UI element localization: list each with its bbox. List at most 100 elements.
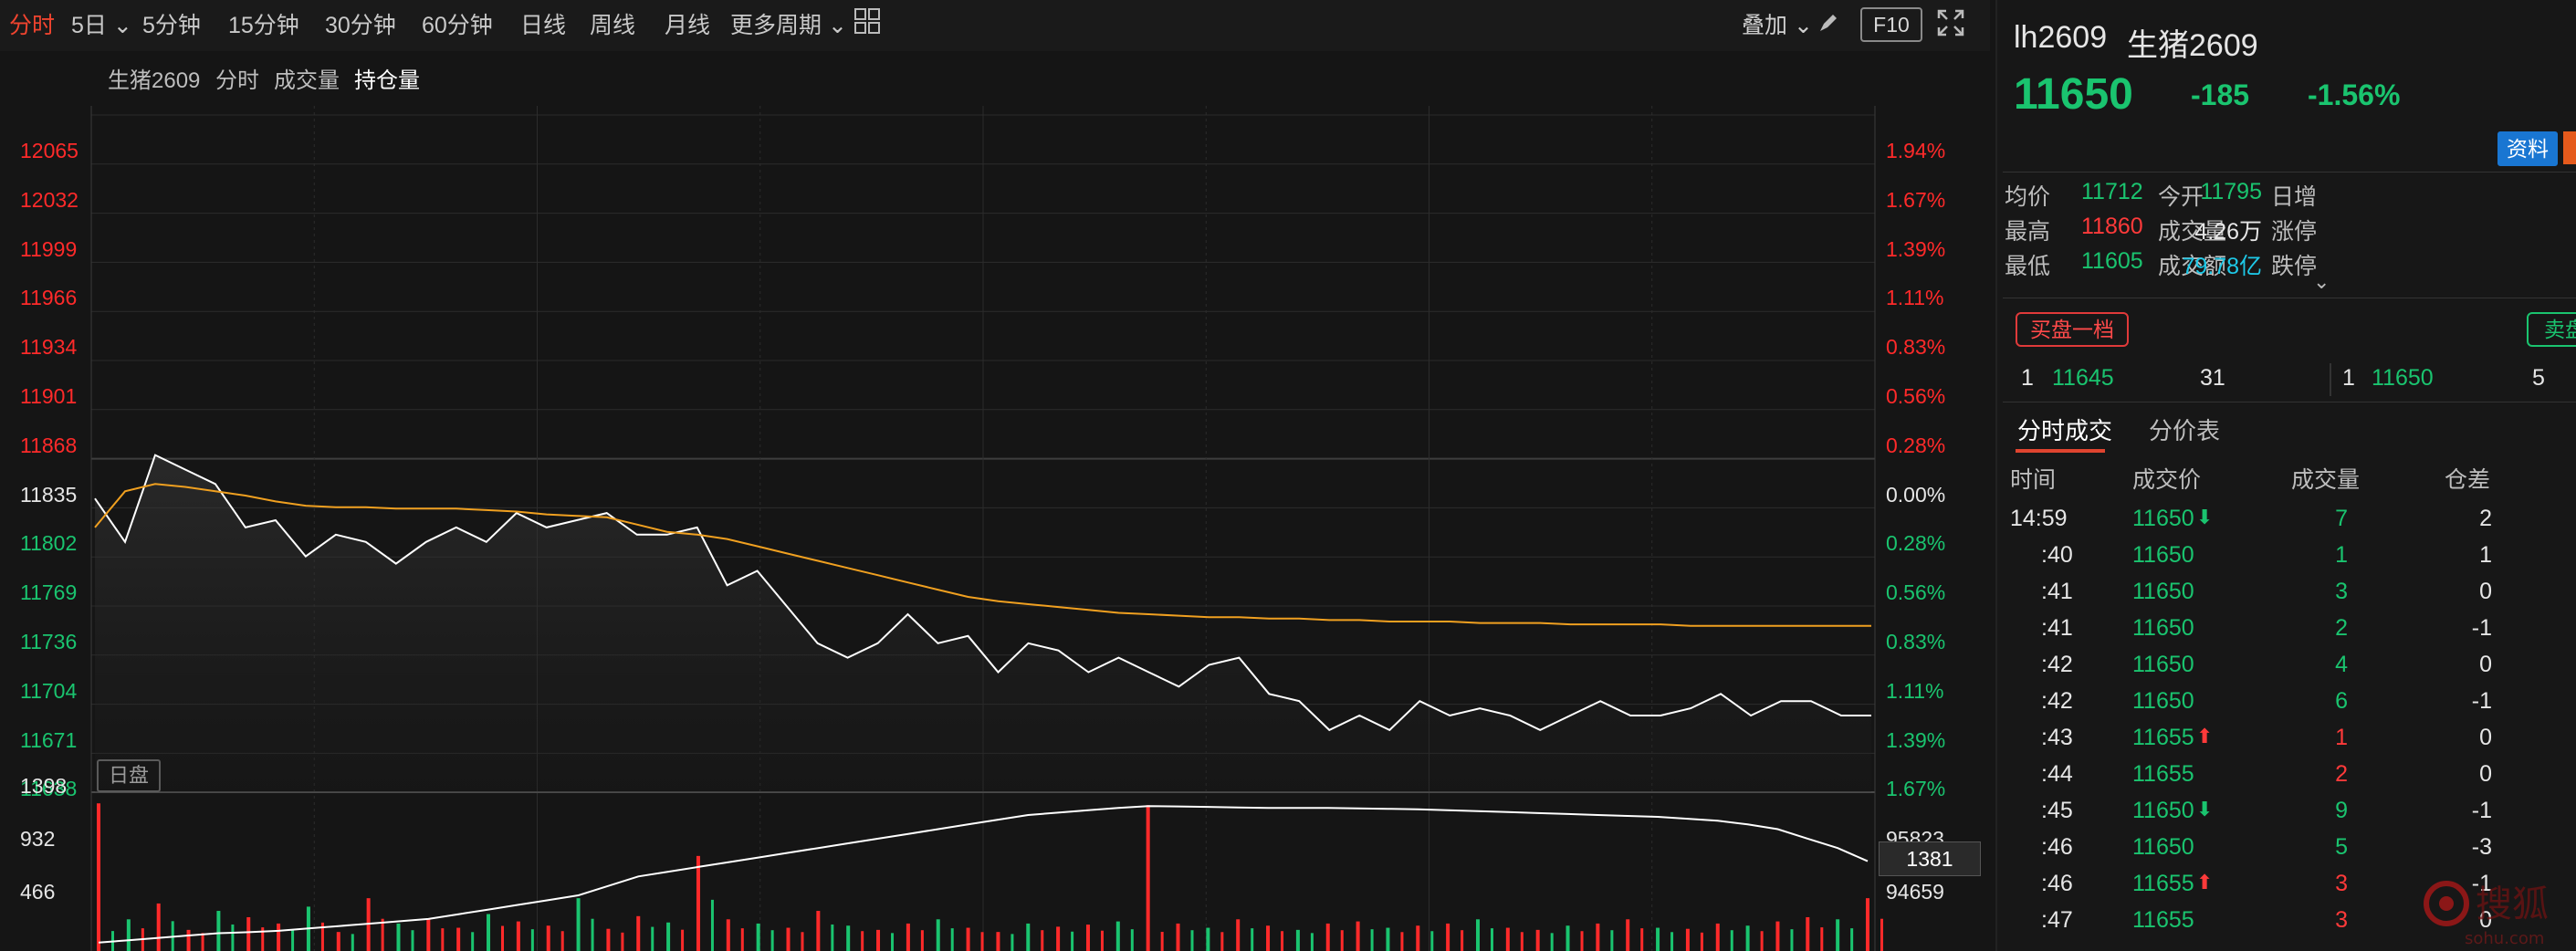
watermark-logo: 搜狐 sohu.com bbox=[2424, 881, 2549, 948]
volume-bar bbox=[471, 932, 475, 951]
volume-bar bbox=[320, 922, 324, 951]
price-tick-label: 11671 bbox=[20, 727, 78, 752]
volume-bar bbox=[1281, 931, 1284, 951]
volume-bar bbox=[456, 927, 461, 951]
trade-time: 14:59 bbox=[2010, 506, 2068, 531]
volume-bar bbox=[1820, 927, 1824, 951]
volume-bar bbox=[740, 928, 744, 951]
volume-bar bbox=[546, 925, 550, 951]
stat-label: 涨停 bbox=[2271, 219, 2318, 245]
period-tab-3[interactable]: 15分钟 bbox=[228, 13, 299, 38]
trade-price: 11655 bbox=[2132, 871, 2194, 896]
trade-row[interactable]: :41 11650 3 0 bbox=[1997, 573, 2576, 610]
trade-oi-diff: 0 bbox=[2479, 907, 2492, 933]
stat-value: 11712 bbox=[2081, 179, 2143, 204]
pct-tick-label: 1.67% bbox=[1886, 187, 1946, 212]
pct-tick-label: 0.83% bbox=[1886, 630, 1946, 653]
current-volume-badge: 1381 bbox=[1879, 841, 1981, 876]
period-tab-9[interactable]: 更多周期 ⌄ bbox=[730, 13, 847, 38]
tab-price-table[interactable]: 分价表 bbox=[2149, 417, 2221, 444]
fullscreen-icon[interactable] bbox=[1937, 9, 1964, 43]
subtab-volume[interactable]: 成交量 bbox=[274, 68, 340, 93]
volume-bar bbox=[1325, 923, 1330, 951]
stat-value: 4.26万 bbox=[2194, 219, 2262, 245]
trade-time: :41 bbox=[2041, 615, 2073, 641]
subtab-open-interest[interactable]: 持仓量 bbox=[354, 68, 420, 93]
trade-row[interactable]: :46 11655 ⬆ 3 -1 bbox=[1997, 865, 2576, 902]
f10-button[interactable]: F10 bbox=[1860, 7, 1922, 42]
volume-bar bbox=[1295, 929, 1300, 951]
layout-grid-icon[interactable] bbox=[853, 7, 881, 41]
period-tab-2[interactable]: 5分钟 bbox=[142, 13, 201, 38]
stat-value: 11605 bbox=[2081, 248, 2143, 274]
intraday-chart[interactable]: 生猪2609 分时 成交量 持仓量 12065 12032 11999 11966 11… bbox=[0, 51, 1990, 951]
period-tab-1[interactable]: 5日 ⌄ bbox=[71, 13, 132, 38]
period-tab-5[interactable]: 60分钟 bbox=[422, 13, 493, 38]
period-tab-7[interactable]: 周线 bbox=[590, 13, 636, 38]
open-interest-line bbox=[98, 805, 1869, 944]
price-tick-label: 11769 bbox=[20, 580, 78, 605]
stat-value: 79.78亿 bbox=[2182, 254, 2262, 279]
subtab-intraday[interactable]: 分时 bbox=[215, 68, 259, 93]
volume-bar bbox=[1790, 929, 1794, 951]
pct-tick-label: 0.56% bbox=[1886, 384, 1946, 408]
volume-bar bbox=[1475, 919, 1480, 951]
trade-row[interactable]: :47 11655 3 0 bbox=[1997, 902, 2576, 938]
trade-row[interactable]: :42 11650 4 0 bbox=[1997, 646, 2576, 683]
volume-bar bbox=[666, 922, 671, 951]
volume-bar bbox=[1580, 931, 1584, 951]
bid-qty: 31 bbox=[2200, 365, 2225, 391]
volume-bar bbox=[770, 930, 774, 951]
volume-bar bbox=[1056, 926, 1061, 951]
arrow-down-icon: ⬇ bbox=[2196, 798, 2214, 820]
volume-bar bbox=[1626, 919, 1630, 951]
volume-bar bbox=[246, 916, 251, 951]
price-line bbox=[94, 454, 1871, 732]
average-price-line bbox=[94, 483, 1871, 627]
tab-trade-ticks[interactable]: 分时成交 bbox=[2017, 417, 2113, 444]
chart-canvas bbox=[90, 106, 1883, 951]
more-button-edge[interactable] bbox=[2563, 131, 2576, 164]
volume-bar bbox=[1446, 923, 1450, 951]
volume-bar bbox=[261, 927, 265, 951]
trade-price: 11655 bbox=[2132, 907, 2194, 933]
trade-oi-diff: -1 bbox=[2471, 798, 2492, 823]
price-tick-label: 11736 bbox=[20, 630, 78, 653]
period-tab-8[interactable]: 月线 bbox=[665, 13, 711, 38]
trade-time: :45 bbox=[2041, 798, 2073, 823]
trade-price: 11650 bbox=[2132, 652, 2194, 677]
pct-tick-label: 0.83% bbox=[1886, 335, 1946, 360]
trade-row[interactable]: 14:59 11650 ⬇ 7 2 bbox=[1997, 500, 2576, 537]
expand-stats-icon[interactable]: ⌄ bbox=[2313, 270, 2330, 293]
volume-bar bbox=[681, 929, 685, 951]
trade-row[interactable]: :43 11655 ⬆ 1 0 bbox=[1997, 719, 2576, 756]
trade-price: 11650 bbox=[2132, 542, 2194, 568]
period-tab-0[interactable]: 分时 bbox=[9, 13, 56, 38]
volume-bar bbox=[636, 915, 641, 951]
divider bbox=[2330, 363, 2331, 396]
trade-row[interactable]: :42 11650 6 -1 bbox=[1997, 683, 2576, 719]
trade-row[interactable]: :46 11650 5 -3 bbox=[1997, 829, 2576, 865]
trade-volume: 5 bbox=[2335, 834, 2348, 860]
ask-level: 1 bbox=[2342, 365, 2355, 391]
trade-volume: 1 bbox=[2335, 725, 2348, 750]
trade-row[interactable]: :41 11650 2 -1 bbox=[1997, 610, 2576, 646]
trade-time: :42 bbox=[2041, 688, 2073, 714]
trade-oi-diff: -1 bbox=[2471, 871, 2492, 896]
trade-row[interactable]: :40 11650 1 1 bbox=[1997, 537, 2576, 573]
trade-row[interactable]: :44 11655 2 0 bbox=[1997, 756, 2576, 792]
volume-bar bbox=[1176, 923, 1180, 951]
period-tab-4[interactable]: 30分钟 bbox=[325, 13, 396, 38]
draw-pen-icon[interactable] bbox=[1817, 11, 1840, 41]
stat-label: 最低 bbox=[2005, 254, 2051, 279]
contract-name: 生猪2609 bbox=[2127, 28, 2258, 63]
period-tab-6[interactable]: 日线 bbox=[520, 13, 567, 38]
volume-bar bbox=[1685, 928, 1690, 951]
info-button[interactable]: 资料 bbox=[2497, 131, 2558, 166]
volume-bar bbox=[1850, 928, 1854, 951]
volume-bar bbox=[1206, 927, 1210, 951]
price-tick-label: 11999 bbox=[20, 236, 78, 261]
trade-row[interactable]: :45 11650 ⬇ 9 -1 bbox=[1997, 792, 2576, 829]
overlay-dropdown[interactable]: 叠加 ⌄ bbox=[1742, 13, 1813, 38]
volume-bar bbox=[801, 932, 804, 951]
